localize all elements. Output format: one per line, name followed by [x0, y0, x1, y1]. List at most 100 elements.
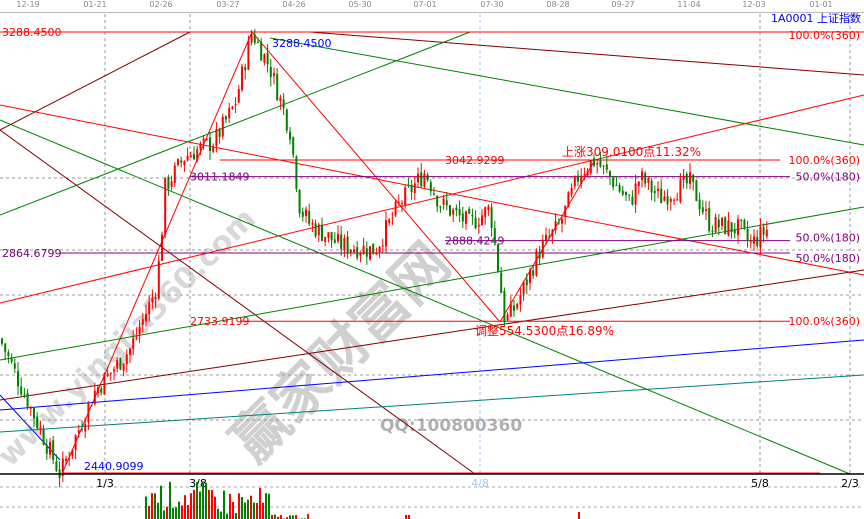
candle-body — [138, 327, 141, 335]
candle-body — [554, 221, 557, 231]
candle-body — [161, 234, 163, 261]
candle-body — [183, 160, 186, 166]
candle-body — [324, 236, 327, 242]
candle-body — [343, 238, 346, 250]
price-level-label: 2864.6799 — [2, 247, 62, 260]
candle-body — [103, 373, 106, 395]
date-tick: 07-30 — [480, 0, 504, 9]
candle-body — [461, 213, 464, 222]
candle-body — [71, 449, 74, 456]
candle-body — [641, 171, 643, 181]
candle-body — [157, 260, 160, 299]
candle-body — [119, 358, 122, 370]
volume-bar — [578, 512, 580, 519]
candle-body — [621, 190, 624, 195]
candle-body — [301, 211, 304, 217]
candle-body — [215, 129, 218, 146]
candle-body — [45, 445, 48, 454]
volume-bar — [241, 497, 243, 519]
candle-body — [756, 237, 759, 247]
candle-body — [487, 206, 490, 210]
candle-body — [532, 270, 535, 276]
candle-body — [77, 430, 80, 434]
volume-bar — [187, 504, 189, 519]
candle-body — [506, 314, 509, 321]
candle-body — [87, 403, 90, 423]
volume-bar — [253, 502, 255, 519]
candle-body — [695, 180, 698, 202]
trend-line — [0, 206, 864, 361]
price-level-label: 3011.1849 — [190, 171, 250, 184]
trend-line — [0, 339, 864, 411]
candle-body — [711, 230, 714, 232]
candle-body — [705, 209, 707, 212]
candle-body — [321, 224, 323, 241]
candle-body — [116, 360, 119, 369]
candle-body — [564, 205, 567, 217]
volume-bar — [160, 485, 162, 519]
candle-body — [583, 173, 586, 176]
candle-body — [413, 183, 416, 194]
candle-body — [740, 219, 743, 222]
trend-line — [269, 37, 864, 146]
candle-body — [289, 131, 291, 140]
volume-bar — [271, 515, 273, 519]
volume-bar — [211, 490, 213, 519]
candle-body — [260, 42, 263, 61]
candle-body — [525, 279, 528, 286]
drop-annotation: 调整554.5300点16.89% — [475, 323, 614, 338]
candle-body — [285, 109, 288, 131]
candle-body — [269, 66, 272, 78]
candle-body — [26, 392, 29, 408]
candle-body — [154, 296, 157, 299]
candle-body — [397, 201, 400, 203]
volume-bar — [217, 508, 219, 519]
candle-body — [247, 40, 250, 70]
candle-body — [148, 302, 151, 315]
candle-body — [490, 207, 493, 229]
candle-body — [541, 240, 544, 258]
level-percent-label: 100.0%(360) — [788, 315, 860, 328]
candle-body — [109, 372, 112, 374]
candle-body — [653, 190, 656, 194]
candle-body — [250, 34, 253, 43]
candle-body — [221, 116, 224, 137]
candle-body — [714, 216, 717, 233]
candle-body — [218, 128, 221, 137]
volume-bar — [262, 502, 264, 519]
candle-body — [420, 172, 423, 187]
candle-body — [625, 192, 627, 196]
volume-bar — [235, 513, 237, 519]
price-level-label: 3042.9299 — [445, 154, 505, 167]
volume-bar — [295, 515, 297, 519]
candle-body — [90, 405, 93, 407]
candle-body — [305, 209, 307, 216]
candle-body — [52, 440, 55, 460]
volume-bar — [250, 495, 252, 519]
candle-body — [100, 388, 103, 393]
volume-bar — [408, 515, 410, 519]
candle-body — [615, 185, 618, 187]
volume-bar — [280, 515, 282, 519]
candle-body — [698, 199, 701, 210]
level-percent-label: 50.0%(180) — [795, 232, 860, 245]
candle-body — [481, 215, 483, 226]
candle-body — [618, 185, 621, 192]
candle-body — [426, 174, 429, 181]
candle-body — [346, 236, 349, 254]
volume-bar — [193, 489, 195, 519]
candle-body — [135, 335, 138, 337]
candle-body — [113, 369, 115, 372]
candle-body — [365, 248, 368, 257]
candle-body — [538, 251, 541, 259]
candle-body — [666, 196, 669, 205]
candle-body — [516, 304, 519, 309]
candle-body — [522, 281, 525, 294]
date-tick: 01-21 — [83, 0, 107, 9]
volume-bar — [268, 493, 270, 519]
candle-body — [765, 229, 768, 237]
candle-body — [551, 229, 554, 237]
volume-bar — [205, 482, 207, 519]
candle-body — [122, 363, 125, 371]
